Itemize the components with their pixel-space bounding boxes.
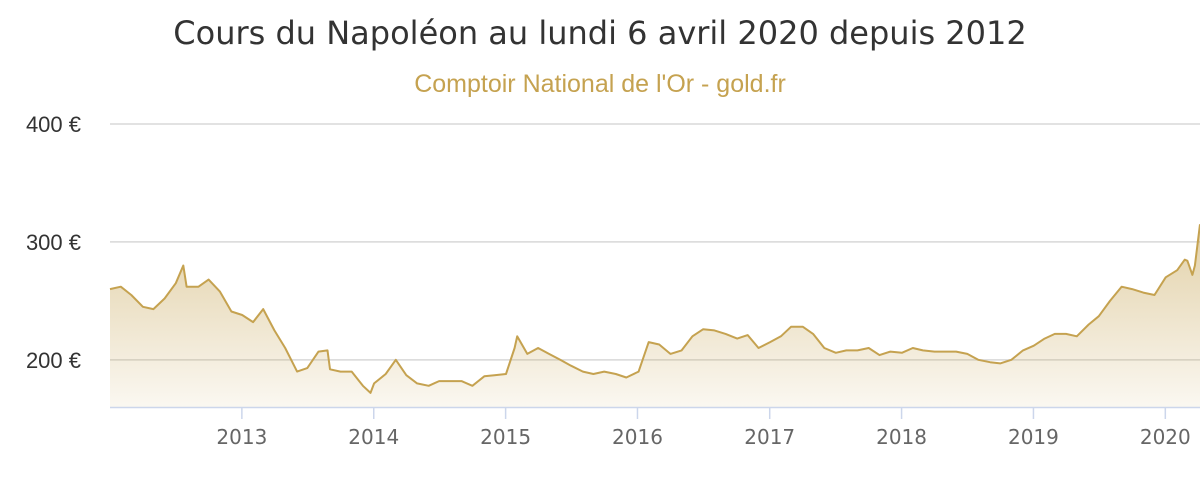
y-axis-labels: 200 € 300 € 400 € <box>26 112 81 373</box>
x-tick-label: 2014 <box>348 425 399 449</box>
x-axis: 2013 2014 2015 2016 2017 2018 2019 2020 <box>110 406 1200 449</box>
x-tick-label: 2016 <box>612 425 663 449</box>
y-tick-label: 200 € <box>26 348 81 373</box>
chart-title: Cours du Napoléon au lundi 6 avril 2020 … <box>173 14 1027 52</box>
x-tick-label: 2015 <box>480 425 531 449</box>
chart-subtitle: Comptoir National de l'Or - gold.fr <box>414 70 786 98</box>
series-line <box>109 224 1200 394</box>
grid-lines <box>110 123 1200 361</box>
y-tick-label: 400 € <box>26 112 81 137</box>
y-tick-label: 300 € <box>26 230 81 255</box>
x-tick-label: 2018 <box>876 425 927 449</box>
x-tick-label: 2020 <box>1140 425 1191 449</box>
x-tick-label: 2017 <box>744 425 795 449</box>
series-area <box>110 224 1200 407</box>
x-tick-label: 2019 <box>1008 425 1059 449</box>
x-tick-label: 2013 <box>216 425 267 449</box>
series <box>109 224 1200 407</box>
